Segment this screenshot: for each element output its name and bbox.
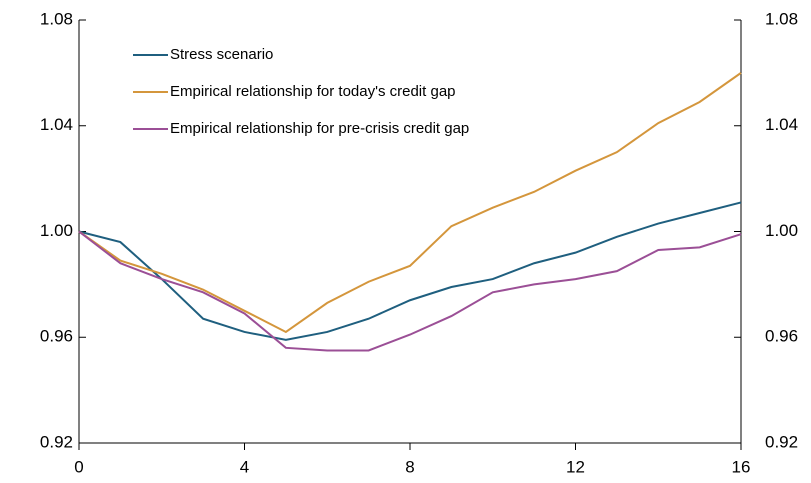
y2-tick-label: 0.92 [765, 432, 798, 451]
legend-label: Empirical relationship for today's credi… [170, 83, 456, 100]
y2-tick-label: 1.04 [765, 115, 798, 134]
y-tick-label: 1.08 [40, 9, 73, 28]
legend-label: Stress scenario [170, 46, 273, 63]
series-line [78, 72, 742, 334]
y-tick-label: 0.96 [40, 327, 73, 346]
x-tick-label: 12 [566, 457, 585, 476]
y2-tick-label: 1.00 [765, 221, 798, 240]
series-line [78, 201, 742, 341]
x-tick-label: 0 [74, 457, 83, 476]
y-tick-label: 1.00 [40, 221, 73, 240]
y-tick-label: 0.92 [40, 432, 73, 451]
legend-label: Empirical relationship for pre-crisis cr… [170, 120, 469, 137]
y2-tick-label: 0.96 [765, 327, 798, 346]
x-tick-label: 16 [732, 457, 751, 476]
x-tick-label: 8 [405, 457, 414, 476]
series-line [78, 230, 742, 352]
y-tick-label: 1.04 [40, 115, 73, 134]
y2-tick-label: 1.08 [765, 9, 798, 28]
x-tick-label: 4 [240, 457, 249, 476]
